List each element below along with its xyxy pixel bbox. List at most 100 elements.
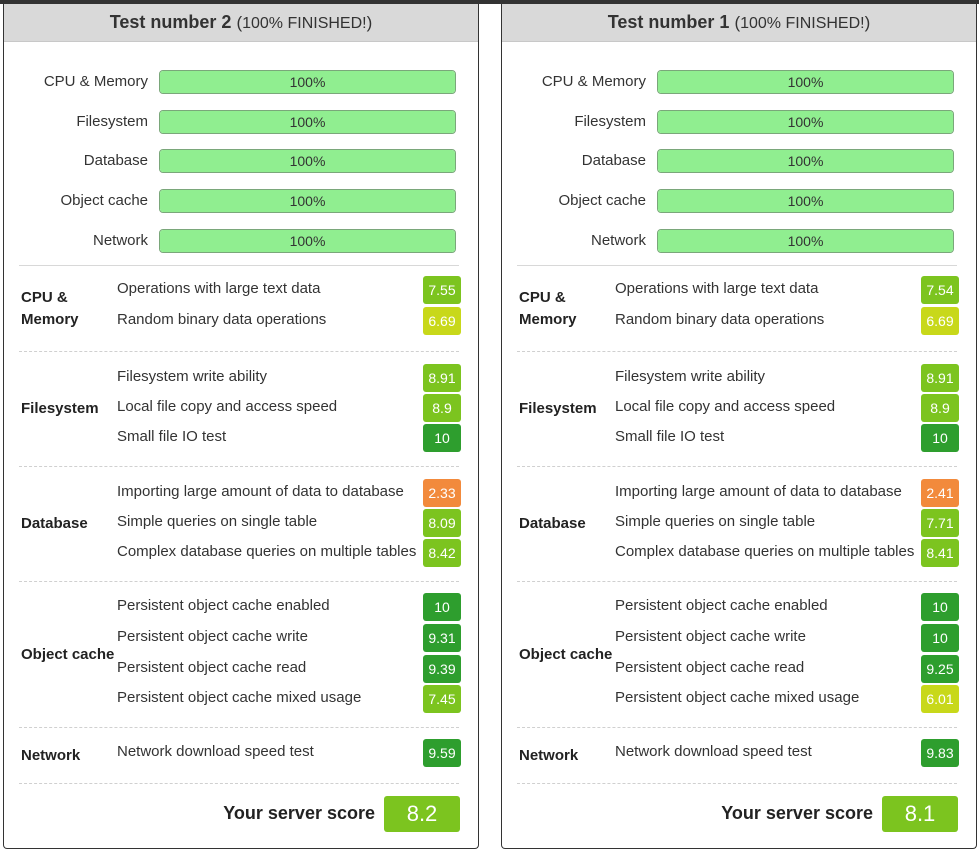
- progress-label: Database: [83, 152, 148, 169]
- item-label: Operations with large text data: [117, 280, 321, 297]
- progress-row: Database 100%: [4, 149, 478, 173]
- progress-row: CPU & Memory 100%: [4, 70, 478, 94]
- section-title: Filesystem: [519, 400, 597, 417]
- score-item: Filesystem write ability 8.91: [615, 364, 959, 392]
- progress-fill: [658, 190, 953, 212]
- score-section: Database Importing large amount of data t…: [19, 467, 461, 582]
- score-item: Small file IO test 10: [117, 424, 461, 452]
- progress-text: 100%: [787, 233, 824, 249]
- score-item: Importing large amount of data to databa…: [615, 479, 959, 507]
- progress-text: 100%: [289, 233, 326, 249]
- score-section: Filesystem Filesystem write ability 8.91 Lo…: [517, 352, 959, 467]
- score-badge: 9.39: [423, 655, 461, 683]
- score-item: Network download speed test 9.83: [615, 739, 959, 767]
- score-item: Persistent object cache mixed usage 6.01: [615, 685, 959, 713]
- progress-label: Filesystem: [76, 113, 148, 130]
- progress-fill: [658, 150, 953, 172]
- progress-fill: [160, 150, 455, 172]
- progress-row: Filesystem 100%: [502, 110, 976, 134]
- item-label: Importing large amount of data to databa…: [615, 483, 902, 500]
- score-item: Persistent object cache write 9.31: [117, 624, 461, 652]
- progress-text: 100%: [787, 153, 824, 169]
- score-item: Complex database queries on multiple tab…: [117, 539, 461, 567]
- progress-fill: [160, 190, 455, 212]
- server-score-label: Your server score: [721, 803, 873, 823]
- score-item: Small file IO test 10: [615, 424, 959, 452]
- score-badge: 6.69: [423, 307, 461, 335]
- score-item: Operations with large text data 7.54: [615, 276, 959, 304]
- item-label: Persistent object cache write: [615, 628, 806, 645]
- progress-fill: [658, 71, 953, 93]
- section-title: CPU & Memory: [21, 289, 79, 328]
- score-item: Operations with large text data 7.55: [117, 276, 461, 304]
- progress-bar: 100%: [159, 110, 456, 134]
- section-divider: [19, 727, 459, 728]
- score-badge: 2.41: [921, 479, 959, 507]
- score-badge: 8.91: [423, 364, 461, 392]
- status-paren-close: ): [366, 13, 373, 32]
- status-text: 100% FINISHED!: [740, 15, 865, 32]
- item-label: Network download speed test: [615, 743, 812, 760]
- item-label: Small file IO test: [117, 428, 227, 445]
- test-panel-2: Test number 2 (100% FINISHED!) CPU & Memo…: [3, 4, 479, 849]
- progress-bar: 100%: [159, 70, 456, 94]
- progress-fill: [160, 230, 455, 252]
- progress-text: 100%: [289, 114, 326, 130]
- score-item: Filesystem write ability 8.91: [117, 364, 461, 392]
- score-badge: 8.42: [423, 539, 461, 567]
- item-label: Filesystem write ability: [117, 368, 268, 385]
- item-label: Persistent object cache mixed usage: [117, 689, 362, 706]
- score-badge: 9.31: [423, 624, 461, 652]
- item-label: Persistent object cache read: [117, 659, 307, 676]
- progress-text: 100%: [289, 193, 326, 209]
- score-section: Object cache Persistent object cache enab…: [19, 582, 461, 728]
- section-title: Network: [519, 747, 579, 764]
- progress-label: Filesystem: [574, 113, 646, 130]
- item-label: Local file copy and access speed: [117, 398, 338, 415]
- status-paren-close: ): [864, 13, 871, 32]
- score-badge: 9.25: [921, 655, 959, 683]
- score-badge: 8.91: [921, 364, 959, 392]
- score-badge: 7.45: [423, 685, 461, 713]
- score-badge: 8.9: [423, 394, 461, 422]
- server-score-row: Your server score 8.1: [502, 796, 976, 832]
- score-badge: 8.9: [921, 394, 959, 422]
- top-border: [0, 0, 979, 4]
- status-paren-open: (: [236, 13, 243, 32]
- score-badge: 9.83: [921, 739, 959, 767]
- server-score-row: Your server score 8.2: [4, 796, 478, 832]
- section-divider: [517, 727, 957, 728]
- score-badge: 7.55: [423, 276, 461, 304]
- score-section: Object cache Persistent object cache enab…: [517, 582, 959, 728]
- progress-text: 100%: [289, 74, 326, 90]
- progress-bar: 100%: [657, 229, 954, 253]
- section-title: Database: [21, 515, 88, 532]
- test-title: Test number 2: [109, 12, 232, 32]
- score-section: Database Importing large amount of data t…: [517, 467, 959, 582]
- progress-text: 100%: [787, 74, 824, 90]
- score-item: Simple queries on single table 8.09: [117, 509, 461, 537]
- item-label: Persistent object cache write: [117, 628, 308, 645]
- progress-label: CPU & Memory: [43, 73, 148, 90]
- section-divider: [517, 466, 957, 467]
- item-label: Small file IO test: [615, 428, 725, 445]
- status-text: 100% FINISHED!: [242, 15, 367, 32]
- section-title: Network: [21, 747, 81, 764]
- progress-bar: 100%: [159, 149, 456, 173]
- score-item: Local file copy and access speed 8.9: [117, 394, 461, 422]
- section-divider: [19, 466, 459, 467]
- divider: [19, 265, 459, 266]
- section-divider: [517, 351, 957, 352]
- section-title: Object cache: [519, 646, 613, 663]
- section-title: Database: [519, 515, 586, 532]
- progress-row: Filesystem 100%: [4, 110, 478, 134]
- progress-label: Network: [590, 232, 646, 249]
- test-title: Test number 1: [607, 12, 730, 32]
- server-score-badge: 8.1: [882, 796, 958, 832]
- item-label: Importing large amount of data to databa…: [117, 483, 404, 500]
- item-label: Persistent object cache enabled: [615, 597, 828, 614]
- progress-label: Object cache: [60, 192, 148, 209]
- progress-fill: [658, 230, 953, 252]
- divider: [517, 265, 957, 266]
- progress-row: Object cache 100%: [4, 189, 478, 213]
